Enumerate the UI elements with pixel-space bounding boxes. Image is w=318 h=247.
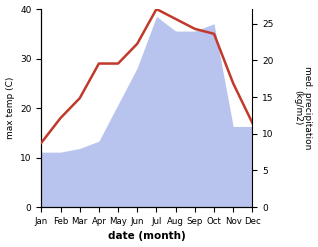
X-axis label: date (month): date (month) [108, 231, 186, 242]
Y-axis label: med. precipitation
(kg/m2): med. precipitation (kg/m2) [293, 66, 313, 150]
Y-axis label: max temp (C): max temp (C) [5, 77, 15, 139]
